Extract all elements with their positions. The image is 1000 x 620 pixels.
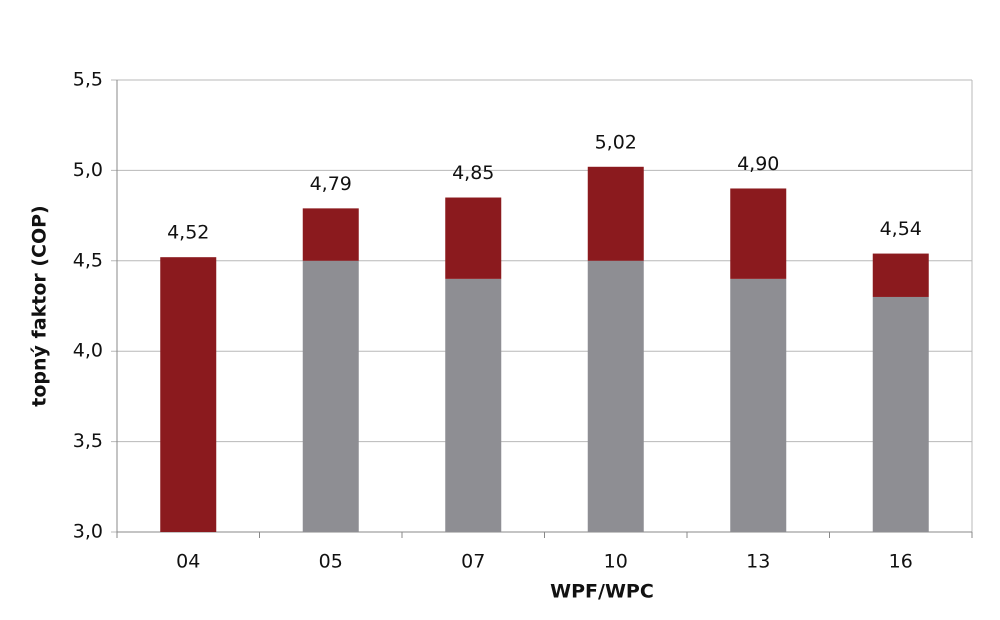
bar-segment — [730, 188, 787, 279]
y-tick-label: 5,5 — [73, 69, 103, 91]
y-tick-label: 3,5 — [73, 430, 103, 452]
data-label: 4,85 — [452, 162, 494, 184]
data-label: 4,52 — [167, 222, 209, 244]
y-tick-label: 4,0 — [73, 340, 103, 362]
data-label: 5,02 — [595, 131, 637, 153]
data-label: 4,90 — [737, 153, 779, 175]
x-axis-title: WPF/WPC — [550, 581, 654, 603]
y-tick-label: 5,0 — [73, 159, 103, 181]
x-tick-label: 16 — [889, 551, 913, 573]
data-label: 4,54 — [880, 218, 922, 240]
bar-segment — [730, 278, 787, 532]
bar-segment — [302, 208, 359, 261]
bar-segment — [587, 260, 644, 532]
x-tick-label: 10 — [604, 551, 628, 573]
bar-segment — [872, 296, 929, 532]
bar-segment — [302, 260, 359, 532]
y-tick-label: 4,5 — [73, 249, 103, 271]
bar-segment — [445, 278, 502, 532]
bar-segment — [445, 197, 502, 279]
y-tick-label: 3,0 — [73, 521, 103, 543]
bar-segment — [587, 166, 644, 261]
data-label: 4,79 — [310, 173, 352, 195]
bar-segment — [160, 257, 217, 532]
bar-segment — [872, 253, 929, 297]
y-axis-title: topný faktor (COP) — [29, 205, 51, 407]
x-tick-label: 05 — [319, 551, 343, 573]
x-tick-label: 13 — [746, 551, 770, 573]
x-tick-label: 04 — [176, 551, 200, 573]
x-tick-label: 07 — [461, 551, 485, 573]
